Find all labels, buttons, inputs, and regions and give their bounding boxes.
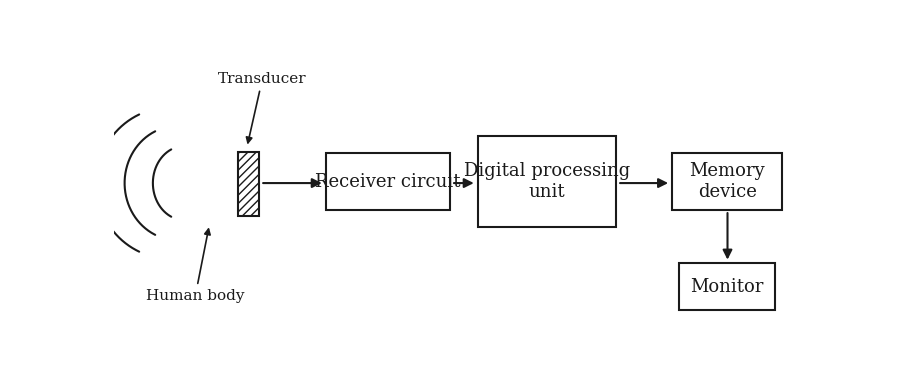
Bar <box>238 152 259 216</box>
Text: Transducer: Transducer <box>218 72 306 143</box>
Bar <box>477 136 615 227</box>
Text: Receiver circuit: Receiver circuit <box>315 173 460 191</box>
Text: Memory
device: Memory device <box>689 162 764 201</box>
Bar <box>671 153 781 210</box>
Text: Digital processing
unit: Digital processing unit <box>464 162 630 201</box>
Bar <box>679 263 774 310</box>
Text: Human body: Human body <box>146 229 244 303</box>
Bar <box>326 153 449 210</box>
Text: Monitor: Monitor <box>690 278 763 296</box>
